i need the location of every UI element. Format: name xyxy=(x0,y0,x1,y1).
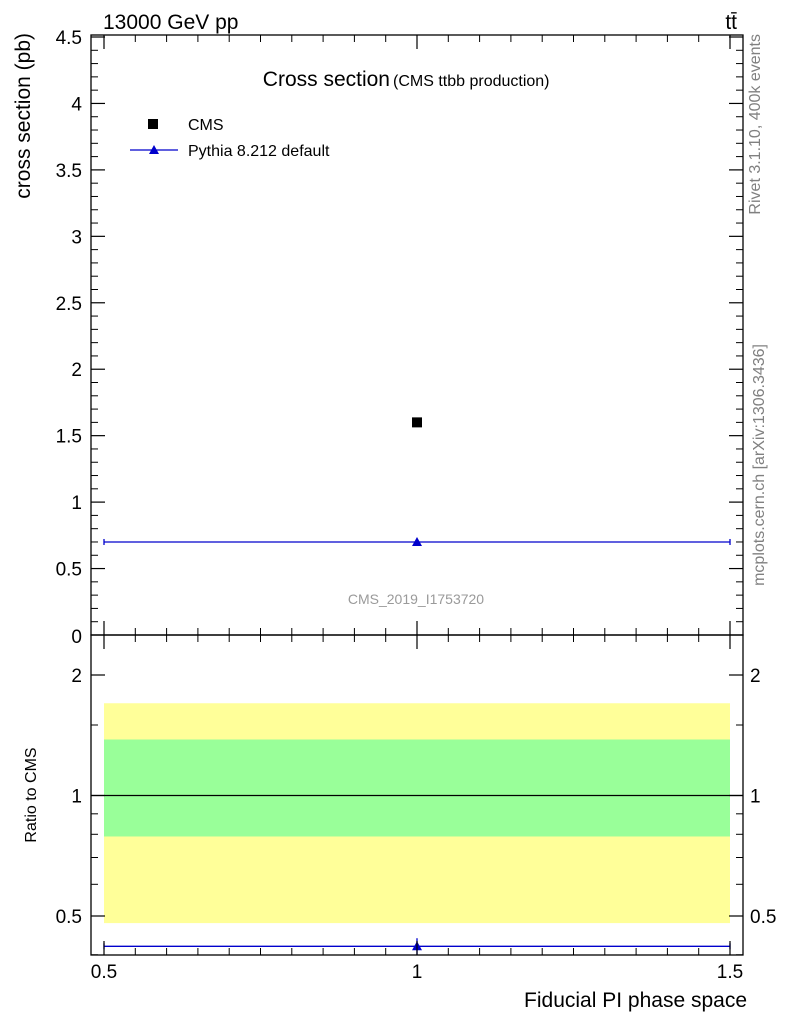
pythia-point xyxy=(412,536,422,546)
y-tick-label: 2 xyxy=(71,360,82,381)
y-tick-label: 0.5 xyxy=(56,560,82,581)
y-axis-label: cross section (pb) xyxy=(12,33,35,199)
legend-label-pythia: Pythia 8.212 default xyxy=(188,143,330,160)
y-tick-label: 1 xyxy=(71,493,82,514)
y-tick-label: 0 xyxy=(71,627,82,648)
ratio-y-axis-label: Ratio to CMS xyxy=(23,747,40,842)
main-title: Cross section xyxy=(263,68,390,91)
legend-label-cms: CMS xyxy=(188,117,224,134)
ratio-y-tick-label-right: 2 xyxy=(750,666,761,687)
y-tick-label: 3 xyxy=(71,227,82,248)
ratio-panel: 0.5 0.5 1 1 2 2 0.5 1 1.5 Ratio to CMS Fiducial … xyxy=(23,634,776,1012)
ratio-y-tick-label: 1 xyxy=(71,787,82,808)
ratio-y-tick-label: 2 xyxy=(71,666,82,687)
energy-label: 13000 GeV pp xyxy=(103,11,238,34)
y-tick-label: 1.5 xyxy=(56,427,82,448)
legend: CMS Pythia 8.212 default xyxy=(130,117,330,160)
y-tick-label: 3.5 xyxy=(56,161,82,182)
y-tick-label: 2.5 xyxy=(56,294,82,315)
x-tick-label: 0.5 xyxy=(91,962,117,983)
y-tick-label: 4.5 xyxy=(56,28,82,49)
cms-point xyxy=(412,417,422,428)
ratio-y-tick-label-right: 1 xyxy=(750,787,761,808)
site-label: mcplots.cern.ch [arXiv:1306.3436] xyxy=(751,344,768,586)
x-tick-label: 1.5 xyxy=(717,962,743,983)
ratio-frame xyxy=(90,634,744,956)
inner-band xyxy=(104,739,730,837)
main-subtitle: (CMS ttbb production) xyxy=(393,73,550,90)
legend-marker-cms xyxy=(148,119,158,129)
ratio-y-tick-label: 0.5 xyxy=(56,907,82,928)
rivet-label: Rivet 3.1.10, 400k events xyxy=(747,34,764,215)
x-tick-label: 1 xyxy=(412,962,423,983)
main-panel: Cross section (CMS ttbb production) cros… xyxy=(12,28,744,648)
legend-marker-pythia xyxy=(149,145,159,154)
x-axis-label: Fiducial PI phase space xyxy=(524,989,747,1012)
process-label: tt̄ xyxy=(725,11,737,34)
ratio-y-tick-label-right: 0.5 xyxy=(750,907,776,928)
analysis-label: CMS_2019_I1753720 xyxy=(348,591,484,607)
y-tick-label: 4 xyxy=(71,94,82,115)
